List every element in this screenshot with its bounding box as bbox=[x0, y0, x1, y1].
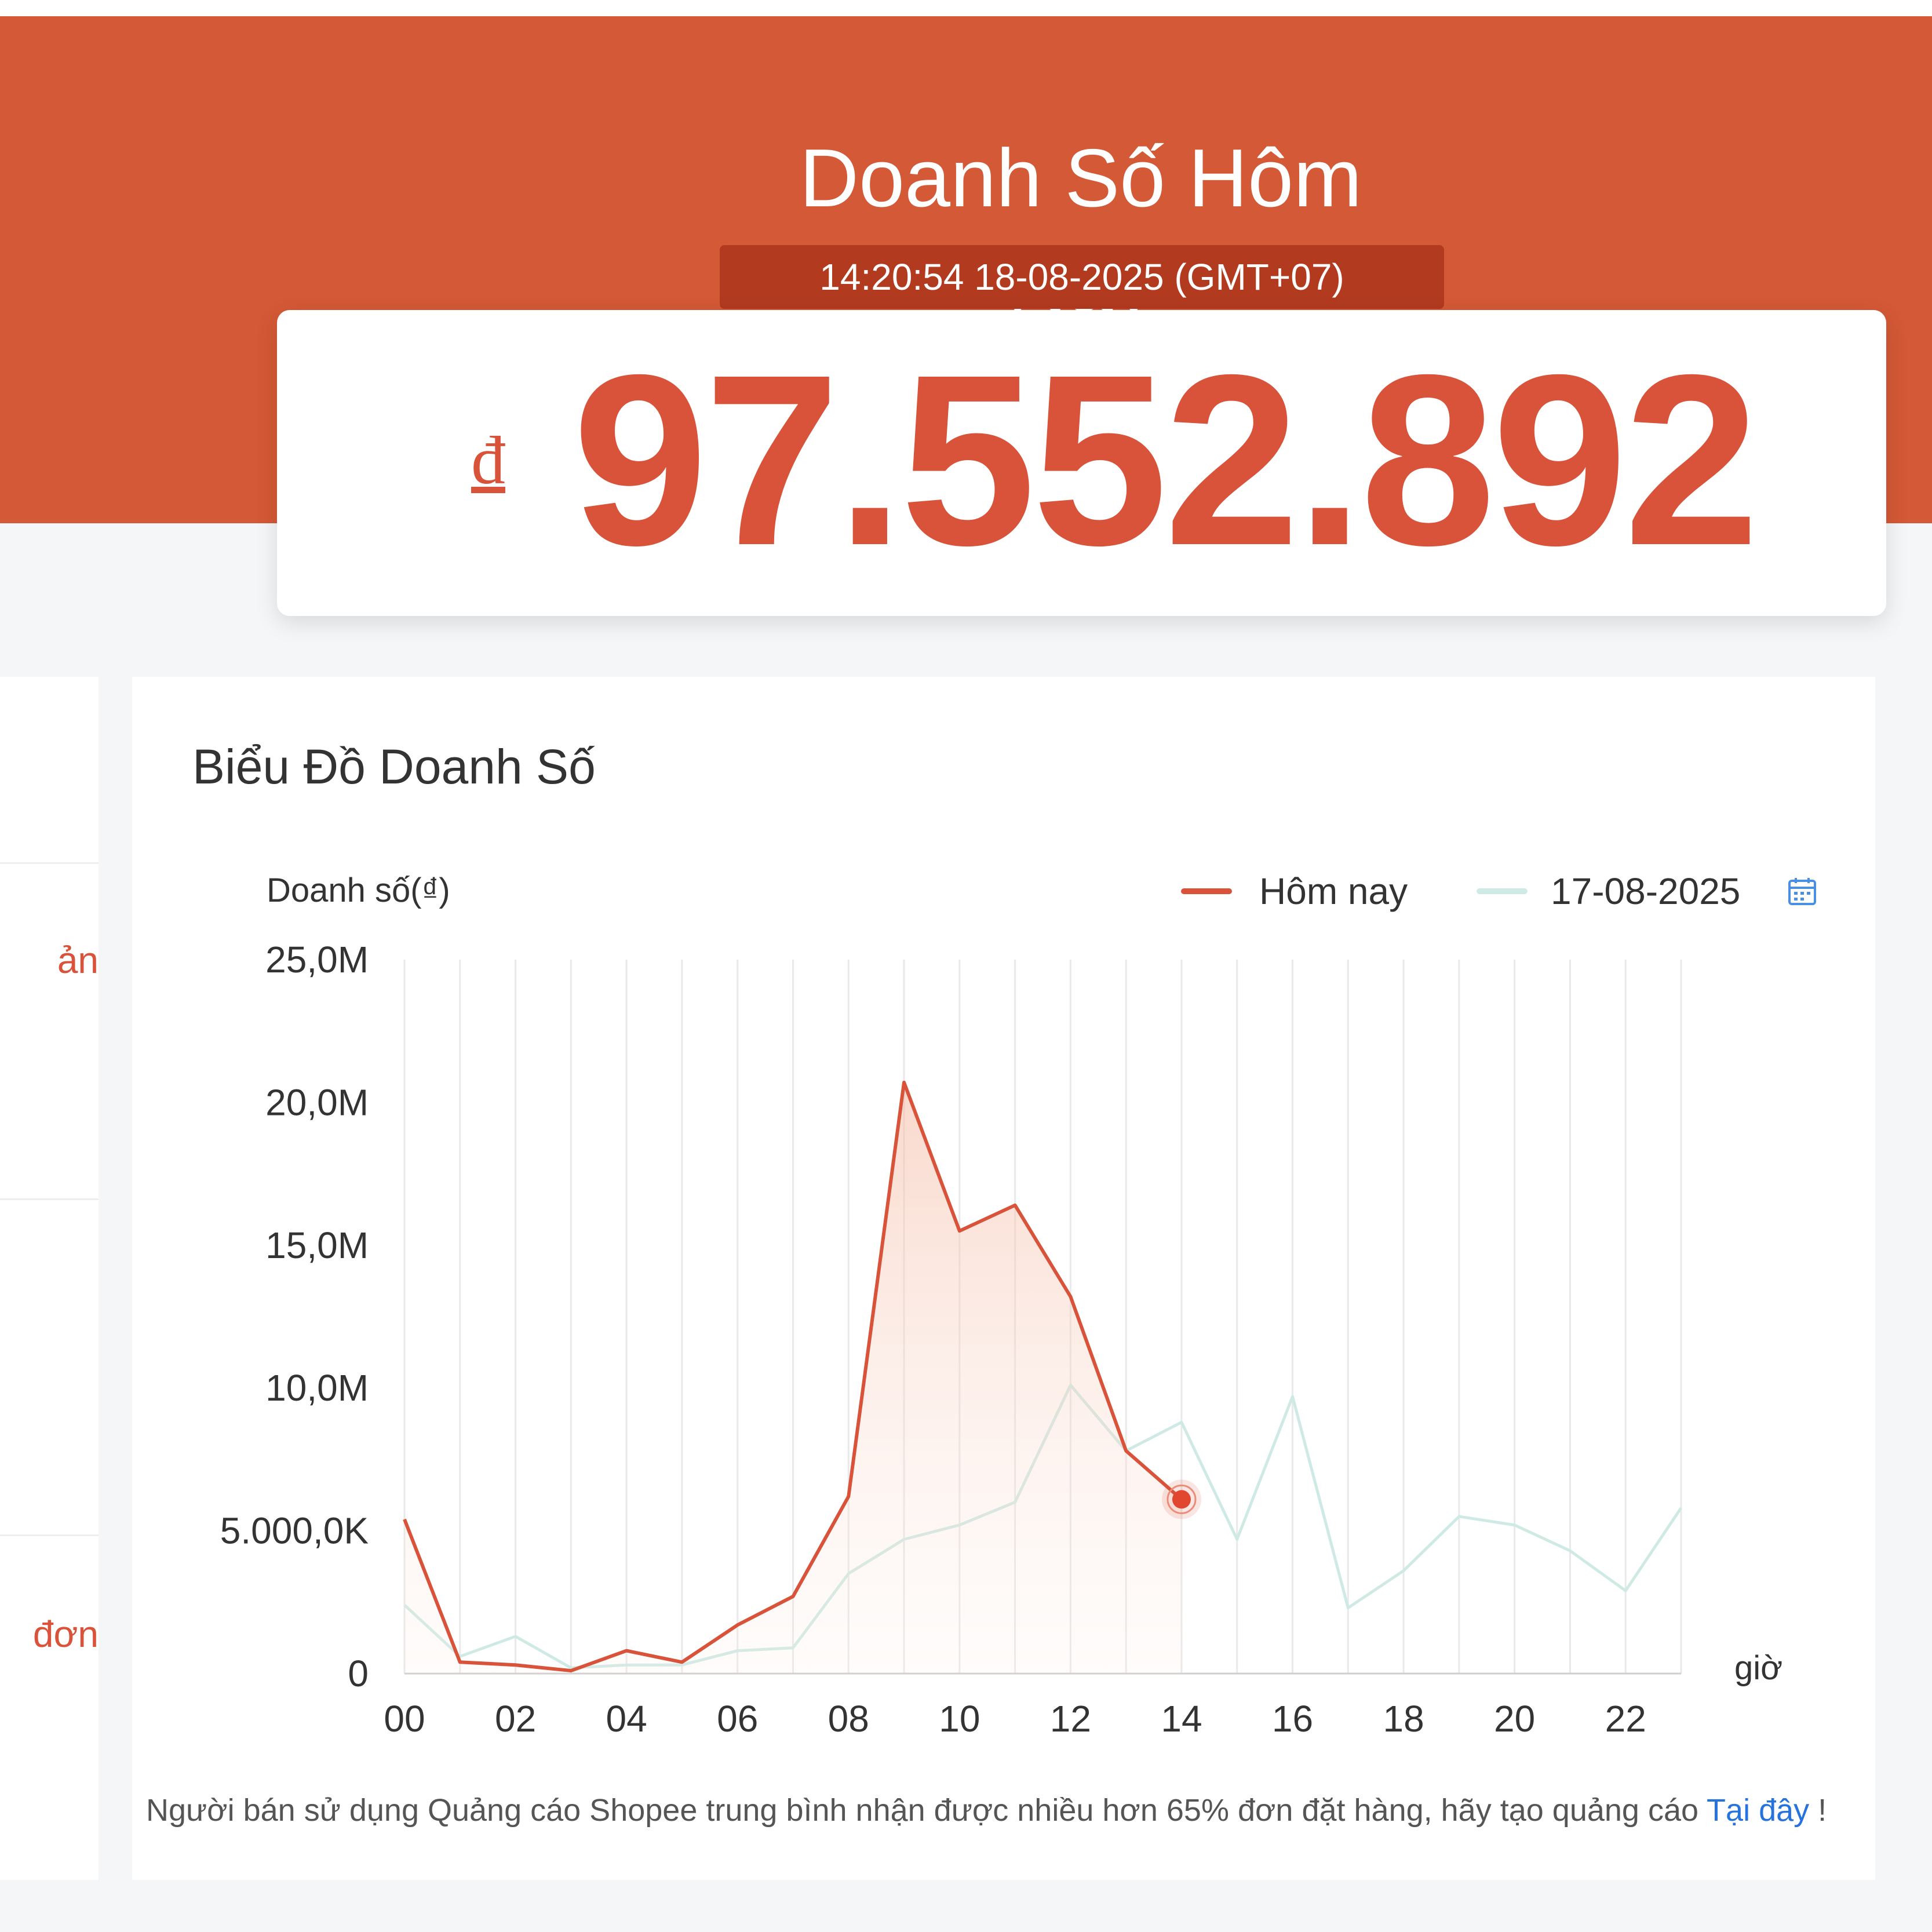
current-point-ring bbox=[1167, 1484, 1197, 1514]
x-tick-label: 04 bbox=[606, 1698, 647, 1740]
x-tick-label: 00 bbox=[384, 1698, 425, 1740]
legend-swatch-compare bbox=[1477, 888, 1528, 894]
panel-label-order[interactable]: đơn bbox=[32, 1613, 99, 1655]
x-tick-label: 14 bbox=[1161, 1698, 1202, 1740]
legend-label-today: Hôm nay bbox=[1259, 870, 1408, 912]
timestamp-badge: 14:20:54 18-08-2025 (GMT+07) bbox=[720, 245, 1444, 309]
panel-divider bbox=[0, 1534, 99, 1536]
legend-label-compare: 17-08-2025 bbox=[1551, 870, 1741, 912]
sales-line-chart: 0 5.000,0K 10,0M 15,0M 20,0M 25,0M 00 02 04 06 08 1… bbox=[220, 939, 1782, 1740]
panel-label-product[interactable]: ản bbox=[57, 939, 99, 981]
ads-promo-note: Người bán sử dụng Quảng cáo Shopee trung… bbox=[146, 1792, 1873, 1828]
x-tick-label: 12 bbox=[1050, 1698, 1091, 1740]
left-side-panel: ản đơn bbox=[0, 677, 99, 1880]
currency-symbol: đ bbox=[471, 422, 505, 498]
top-strip bbox=[0, 0, 1932, 16]
series-area-today bbox=[404, 1082, 1182, 1674]
total-sales-card: đ 97.552.892 bbox=[277, 310, 1886, 616]
x-tick-label: 08 bbox=[828, 1698, 869, 1740]
ads-promo-link[interactable]: Tại đây bbox=[1707, 1793, 1810, 1828]
total-sales-value: 97.552.892 bbox=[573, 325, 1759, 596]
y-tick-label: 5.000,0K bbox=[220, 1510, 369, 1552]
calendar-icon[interactable] bbox=[1787, 876, 1817, 906]
panel-divider bbox=[0, 862, 99, 864]
x-tick-label: 06 bbox=[717, 1698, 758, 1740]
y-tick-label: 15,0M bbox=[265, 1224, 369, 1266]
series-line-today bbox=[403, 1080, 1183, 1673]
x-tick-label: 02 bbox=[495, 1698, 536, 1740]
legend-swatch-today bbox=[1181, 888, 1232, 894]
y-tick-label: 10,0M bbox=[265, 1367, 369, 1409]
y-tick-label: 25,0M bbox=[265, 939, 369, 980]
panel-divider bbox=[0, 1198, 99, 1200]
ads-promo-end: ! bbox=[1809, 1793, 1827, 1828]
y-axis-label: Doanh số(₫) bbox=[267, 872, 450, 909]
x-tick-label: 20 bbox=[1494, 1698, 1535, 1740]
x-axis-unit-label: giờ bbox=[1734, 1649, 1782, 1687]
x-tick-label: 18 bbox=[1383, 1698, 1424, 1740]
y-tick-label: 20,0M bbox=[265, 1081, 369, 1123]
chart-title: Biểu Đồ Doanh Số bbox=[192, 739, 596, 794]
x-tick-label: 22 bbox=[1605, 1698, 1646, 1740]
sales-chart-card: Biểu Đồ Doanh Số Doanh số(₫) Hôm nay 17-… bbox=[132, 677, 1875, 1880]
ads-promo-text: Người bán sử dụng Quảng cáo Shopee trung… bbox=[146, 1793, 1707, 1828]
current-point-marker bbox=[1172, 1490, 1191, 1509]
y-tick-label: 0 bbox=[348, 1653, 369, 1694]
x-tick-label: 16 bbox=[1272, 1698, 1313, 1740]
x-tick-label: 10 bbox=[939, 1698, 980, 1740]
